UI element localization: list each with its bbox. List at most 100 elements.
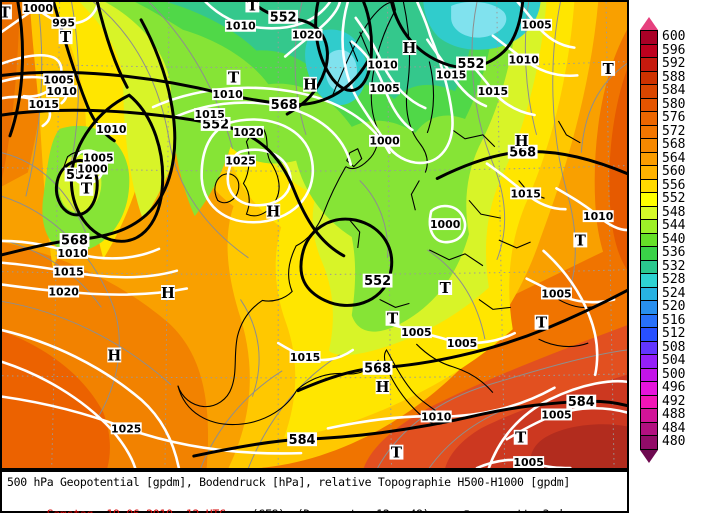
colorbar-swatch (640, 313, 658, 328)
high-marker: H (515, 132, 529, 150)
svg-text:1025: 1025 (111, 422, 141, 435)
isobar-label: 1025 (224, 155, 256, 168)
colorbar-swatch (640, 178, 658, 193)
colorbar-value: 572 (662, 123, 686, 139)
colorbar-swatch (640, 246, 658, 261)
high-marker: H (107, 346, 121, 364)
colorbar-value: 584 (662, 83, 686, 98)
colorbar-value: 536 (662, 245, 686, 260)
svg-text:1000: 1000 (369, 135, 400, 148)
colorbar-value: 540 (662, 231, 686, 247)
low-marker: T (385, 310, 400, 328)
colorbar-value: 488 (662, 407, 686, 422)
isobar-label: 1005 (540, 287, 572, 300)
map-labels-layer: 5525525525525525685685685685845841000995… (2, 2, 616, 468)
svg-text:1010: 1010 (225, 20, 256, 33)
colorbar-swatch (640, 367, 658, 382)
svg-text:552: 552 (270, 11, 297, 26)
colorbar-swatch (640, 30, 658, 45)
colorbar-value: 548 (662, 204, 686, 220)
isobar-label: 1005 (369, 82, 401, 95)
svg-text:584: 584 (568, 395, 595, 410)
colorbar-value: 576 (662, 110, 686, 125)
isobar-label: 1000 (76, 163, 108, 175)
low-marker: T (601, 60, 616, 78)
svg-text:1005: 1005 (401, 326, 431, 339)
colorbar-value: 492 (662, 393, 686, 409)
geopotential-label: 552 (200, 117, 231, 133)
colorbar: 600 596 592 588 584 580 576 572 568 564 560 556 552 5… (640, 17, 704, 463)
svg-text:1025: 1025 (225, 155, 255, 168)
caption-credit: © www.wetter3.de (463, 507, 569, 513)
isobar-label: 1005 (43, 73, 75, 86)
svg-text:568: 568 (364, 362, 391, 377)
geopotential-label: 552 (362, 273, 393, 289)
low-marker: T (534, 314, 549, 332)
isobar-label: 1010 (367, 58, 398, 71)
low-marker: T (226, 69, 241, 87)
svg-text:568: 568 (271, 98, 298, 113)
svg-text:1005: 1005 (43, 73, 73, 86)
svg-text:H: H (266, 203, 280, 221)
colorbar-swatch (640, 57, 658, 72)
caption-box: 500 hPa Geopotential [gpdm], Bodendruck … (0, 470, 629, 513)
colorbar-row: 480 (640, 434, 704, 450)
colorbar-value: 556 (662, 177, 686, 193)
colorbar-row: 488 (640, 407, 704, 423)
svg-text:H: H (161, 284, 175, 302)
colorbar-value: 588 (662, 69, 686, 85)
colorbar-value: 600 (662, 29, 686, 44)
colorbar-row: 532 (640, 259, 704, 274)
colorbar-row: 520 (640, 299, 704, 315)
low-marker: T (58, 28, 73, 46)
colorbar-swatch (640, 408, 658, 423)
svg-text:584: 584 (289, 433, 316, 448)
colorbar-value: 580 (662, 96, 686, 112)
geopotential-label: 552 (456, 56, 486, 72)
colorbar-row: 600 (640, 29, 704, 45)
colorbar-value: 512 (662, 326, 686, 341)
svg-text:T: T (440, 279, 451, 297)
svg-text:T: T (603, 60, 614, 78)
colorbar-down-arrow (640, 449, 658, 463)
colorbar-value: 552 (662, 191, 686, 206)
svg-text:1015: 1015 (510, 187, 540, 200)
colorbar-swatch (640, 124, 658, 139)
high-marker: H (303, 76, 317, 94)
isobar-label: 1005 (82, 152, 114, 165)
svg-text:1020: 1020 (233, 126, 264, 139)
isobar-label: 1020 (291, 29, 323, 42)
isobar-label: 1015 (194, 108, 226, 121)
isobar-label: 1005 (513, 456, 545, 468)
isobar-label: 1010 (420, 410, 452, 423)
colorbar-swatch (640, 435, 658, 450)
svg-text:552: 552 (202, 118, 229, 133)
colorbar-row: 528 (640, 272, 704, 288)
svg-text:1005: 1005 (369, 82, 399, 95)
isobar-label: 1015 (53, 266, 85, 279)
colorbar-value: 560 (662, 164, 686, 179)
colorbar-swatch (640, 43, 658, 58)
svg-text:T: T (81, 180, 92, 198)
geopotential-label: 568 (507, 144, 538, 160)
colorbar-value: 524 (662, 285, 686, 301)
colorbar-swatch (640, 327, 658, 342)
svg-text:1015: 1015 (53, 266, 83, 279)
svg-text:1010: 1010 (96, 123, 127, 136)
svg-text:1015: 1015 (194, 108, 224, 121)
isobar-label: 1005 (400, 326, 432, 339)
colorbar-swatch (640, 192, 658, 207)
colorbar-value: 568 (662, 137, 686, 152)
weather-map: 552 552 552 552 552 568 568 568 568 584 584 1000 995… (0, 0, 629, 470)
svg-text:1005: 1005 (83, 152, 113, 165)
svg-text:H: H (515, 132, 529, 150)
svg-text:T: T (60, 28, 71, 46)
svg-text:T: T (387, 310, 398, 328)
colorbar-value: 516 (662, 312, 686, 328)
isobar-label: 1015 (477, 85, 509, 98)
svg-text:T: T (575, 231, 586, 249)
colorbar-value: 500 (662, 366, 686, 382)
colorbar-swatch (640, 286, 658, 301)
